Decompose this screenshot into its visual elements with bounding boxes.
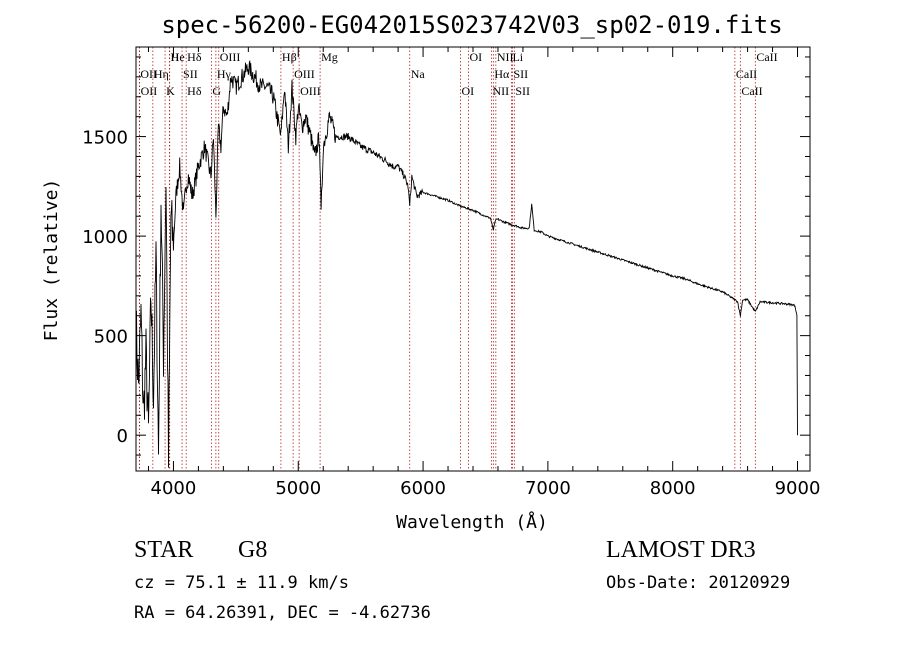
obs-date-readout: Obs-Date: 20120929 [606,573,791,593]
line-label: CaII [741,84,762,98]
line-label: Li [512,50,523,64]
x-axis-label: Wavelength (Å) [396,511,548,533]
line-label: OIII [300,84,321,98]
subclass-label: G8 [238,537,268,563]
line-label: SII [513,67,528,81]
x-tick-label: 9000 [775,478,821,499]
line-label: CaII [736,67,757,81]
chart-title: spec-56200-EG042015S023742V03_sp02-019.f… [161,11,782,39]
survey-label: LAMOST DR3 [606,537,756,563]
line-label: K [166,84,175,98]
line-label: Hδ [187,50,202,64]
classification-label: STAR [134,537,194,563]
line-label: Hβ [282,50,297,64]
x-tick-label: 6000 [400,478,446,499]
flux-line [135,60,798,468]
line-label: Hα [494,67,510,81]
line-label: CaII [756,50,777,64]
line-label: OI [470,50,483,64]
y-tick-label: 1000 [82,227,128,248]
x-tick-label: 7000 [525,478,571,499]
y-axis-label: Flux (relative) [41,179,62,342]
y-tick-label: 500 [94,327,128,348]
y-tick-label: 1500 [82,128,128,149]
line-label: NII [492,84,509,98]
line-label: H [170,50,179,64]
x-tick-label: 8000 [650,478,696,499]
line-label: OII [141,84,158,98]
line-label: Hη [154,67,169,81]
emission-line-markers [138,47,756,471]
line-label: SII [183,67,198,81]
redshift-readout: cz = 75.1 ± 11.9 km/s [134,573,349,593]
line-label: OII [140,67,157,81]
line-label: OIII [294,67,315,81]
line-label: OIII [220,50,241,64]
coordinates-readout: RA = 64.26391, DEC = -4.62736 [134,603,431,623]
line-label: Mg [321,50,338,64]
axis-ticks: 4000 5000 6000 7000 8000 9000 0 500 1000 1500 [82,47,820,499]
line-label: SII [515,84,530,98]
x-tick-label: 4000 [151,478,197,499]
line-label: OI [462,84,475,98]
y-tick-label: 0 [117,426,128,447]
plot-frame [135,46,811,472]
line-label: Na [411,67,426,81]
flux-series [135,60,798,468]
line-label: He [171,50,185,64]
x-tick-label: 5000 [275,478,321,499]
line-label: NII [497,50,514,64]
line-label: Hδ [187,84,202,98]
line-label: G [212,84,221,98]
line-label: Hγ [217,67,232,81]
